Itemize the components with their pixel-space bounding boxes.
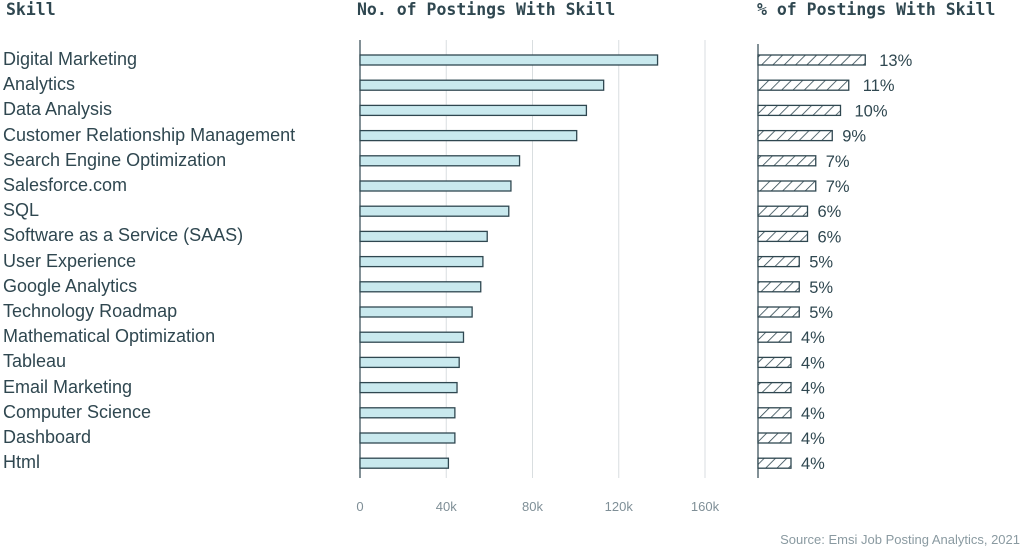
percent-bar [757, 407, 792, 419]
percent-bar [757, 180, 817, 192]
postings-bar [359, 457, 450, 469]
percent-bar [757, 54, 866, 66]
skill-label: Customer Relationship Management [3, 124, 296, 145]
percent-label: 5% [809, 254, 833, 272]
percent-label: 9% [842, 128, 866, 146]
percent-label: 4% [801, 380, 825, 398]
postings-bar [359, 281, 482, 293]
percent-bar [757, 129, 833, 142]
percent-label: 5% [809, 304, 833, 322]
postings-bar [359, 104, 588, 117]
skill-column-header: Skill [6, 0, 56, 19]
percent-label: 7% [826, 153, 850, 171]
percent-label: 7% [826, 178, 850, 196]
postings-bar [359, 79, 605, 91]
percent-label: 4% [801, 455, 825, 473]
skill-label: Digital Marketing [3, 49, 138, 69]
percent-label: 6% [818, 228, 842, 246]
x-tick-label: 120k [605, 499, 634, 514]
percent-label: 4% [801, 405, 825, 423]
skill-label: Html [3, 452, 40, 473]
skill-label: Software as a Service (SAAS) [3, 225, 244, 246]
percent-bar [757, 205, 809, 217]
postings-bar [359, 205, 510, 217]
percent-label: 6% [818, 203, 842, 221]
postings-bar [359, 331, 465, 343]
percent-bar [757, 79, 850, 91]
percent-bar [757, 306, 800, 318]
skill-label: Google Analytics [3, 275, 138, 296]
postings-bar [359, 155, 521, 167]
x-tick-label: 160k [691, 499, 720, 514]
skill-label: Computer Science [3, 401, 152, 422]
percent-bar [757, 432, 792, 444]
postings-bar [359, 230, 488, 243]
skill-label: Search Engine Optimization [3, 149, 227, 170]
skill-label: Data Analysis [3, 99, 113, 120]
postings-column-header: No. of Postings With Skill [357, 0, 616, 19]
postings-bar [359, 356, 460, 369]
x-tick-label: 80k [522, 499, 543, 514]
percent-bar [757, 155, 817, 167]
x-tick-label: 40k [436, 499, 457, 514]
percent-column-header: % of Postings With Skill [757, 0, 996, 19]
skill-label: SQL [3, 200, 40, 221]
percent-label: 10% [855, 102, 888, 120]
source-note: Source: Emsi Job Posting Analytics, 2021 [780, 532, 1020, 547]
percent-bar [757, 255, 800, 268]
percent-label: 11% [863, 77, 895, 95]
postings-bar [359, 407, 456, 419]
percent-bar [757, 381, 792, 394]
postings-bar [359, 180, 512, 192]
percent-bar [757, 331, 792, 343]
x-tick-label: 0 [356, 499, 363, 514]
postings-bar [359, 54, 659, 66]
percent-bar [757, 281, 800, 293]
postings-bar [359, 432, 456, 444]
skill-label: User Experience [3, 250, 137, 271]
skill-label: Salesforce.com [3, 175, 128, 195]
skill-label: Tableau [3, 351, 67, 372]
percent-label: 4% [801, 354, 825, 372]
postings-bar [359, 306, 473, 318]
percent-label: 4% [801, 430, 825, 448]
postings-bar [359, 381, 458, 394]
skill-label: Analytics [3, 74, 76, 95]
percent-bar [757, 104, 842, 117]
postings-bar [359, 129, 578, 142]
postings-bar [359, 255, 484, 268]
skill-label: Technology Roadmap [3, 301, 178, 321]
skill-label: Dashboard [3, 427, 92, 447]
percent-bar [757, 230, 809, 243]
percent-label: 4% [801, 329, 825, 347]
percent-label: 13% [879, 52, 912, 70]
percent-bar [757, 356, 792, 369]
skill-label: Mathematical Optimization [3, 326, 216, 347]
percent-bar [757, 457, 792, 469]
percent-label: 5% [809, 279, 833, 297]
skill-label: Email Marketing [3, 376, 133, 397]
